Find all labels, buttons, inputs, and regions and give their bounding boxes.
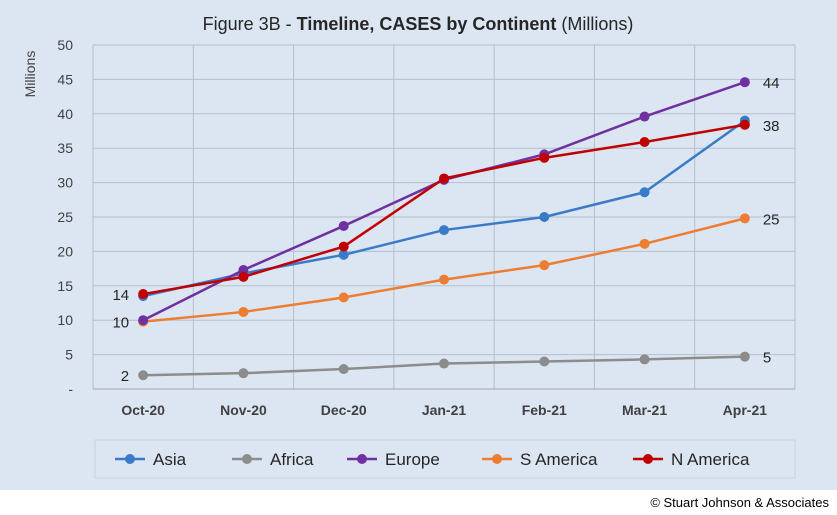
data-point-africa: [439, 358, 449, 369]
data-point-europe: [739, 77, 750, 88]
x-tick-label: Jan-21: [422, 402, 467, 418]
chart-title-prefix: Figure 3B -: [203, 14, 297, 34]
legend-marker-asia: [125, 454, 135, 464]
legend-marker-n-america: [643, 454, 653, 464]
legend-marker-s-america: [492, 454, 502, 464]
legend-label-asia: Asia: [153, 450, 187, 469]
y-tick-label: 35: [57, 140, 73, 156]
x-tick-label: Nov-20: [220, 402, 267, 418]
y-tick-label: 20: [57, 243, 73, 259]
data-point-asia: [539, 212, 550, 222]
line-chart: Figure 3B - Timeline, CASES by Continent…: [22, 14, 796, 479]
data-point-asia: [439, 225, 449, 236]
y-axis-label: Millions: [22, 51, 38, 98]
y-tick-label: 50: [57, 37, 73, 53]
data-point-s-america: [439, 274, 449, 285]
data-point-europe: [639, 111, 650, 122]
data-point-n-america: [338, 241, 349, 252]
data-point-africa: [639, 354, 650, 365]
y-tick-label: 5: [65, 347, 73, 363]
data-point-africa: [338, 364, 349, 375]
x-tick-label: Dec-20: [321, 402, 367, 418]
data-point-europe: [238, 264, 249, 275]
y-tick-label: 30: [57, 175, 73, 191]
data-point-asia: [338, 249, 349, 260]
legend-marker-africa: [242, 454, 252, 464]
data-point-n-america: [238, 271, 249, 282]
x-tick-label: Oct-20: [121, 402, 165, 418]
legend-label-n-america: N America: [671, 450, 750, 469]
y-tick-label: 40: [57, 106, 73, 122]
x-tick-label: Apr-21: [723, 402, 768, 418]
y-tick-label: 45: [57, 71, 73, 87]
x-tick-label: Mar-21: [622, 402, 667, 418]
data-point-africa: [739, 351, 750, 362]
data-point-asia: [639, 187, 650, 198]
data-point-africa: [138, 370, 149, 381]
x-tick-label: Feb-21: [522, 402, 567, 418]
y-tick-label: 25: [57, 209, 73, 225]
data-point-s-america: [238, 306, 249, 317]
legend-label-s-america: S America: [520, 450, 598, 469]
data-point-n-america: [539, 152, 550, 163]
legend-label-europe: Europe: [385, 450, 440, 469]
data-point-n-america: [639, 137, 650, 148]
data-point-s-america: [739, 213, 750, 224]
data-label: 14: [112, 287, 129, 304]
legend-label-africa: Africa: [270, 450, 314, 469]
chart-title: Figure 3B - Timeline, CASES by Continent…: [203, 14, 634, 34]
data-point-n-america: [739, 119, 750, 130]
chart-panel: Figure 3B - Timeline, CASES by Continent…: [0, 0, 837, 490]
data-label: 10: [112, 315, 129, 332]
legend: Asia Africa Europe S America N America: [94, 439, 796, 479]
chart-title-main: Timeline, CASES by Continent: [297, 14, 557, 34]
y-tick-label: 15: [57, 278, 73, 294]
data-label: 2: [121, 368, 129, 385]
data-label: 44: [763, 75, 780, 92]
y-tick-label: -: [68, 381, 73, 397]
data-point-europe: [138, 315, 149, 326]
data-label: 25: [763, 211, 780, 228]
data-point-s-america: [338, 292, 349, 303]
data-point-africa: [539, 356, 550, 367]
data-point-africa: [238, 368, 249, 379]
data-point-n-america: [138, 289, 149, 300]
data-point-s-america: [539, 260, 550, 271]
y-tick-label: 10: [57, 312, 73, 328]
data-label: 38: [763, 118, 780, 135]
data-label: 5: [763, 350, 771, 367]
data-point-s-america: [639, 238, 650, 249]
copyright-text: © Stuart Johnson & Associates: [650, 495, 829, 510]
chart-title-suffix: (Millions): [556, 14, 633, 34]
data-point-n-america: [439, 173, 449, 184]
legend-box: [94, 439, 796, 479]
legend-marker-europe: [357, 454, 367, 464]
data-point-europe: [338, 220, 349, 231]
